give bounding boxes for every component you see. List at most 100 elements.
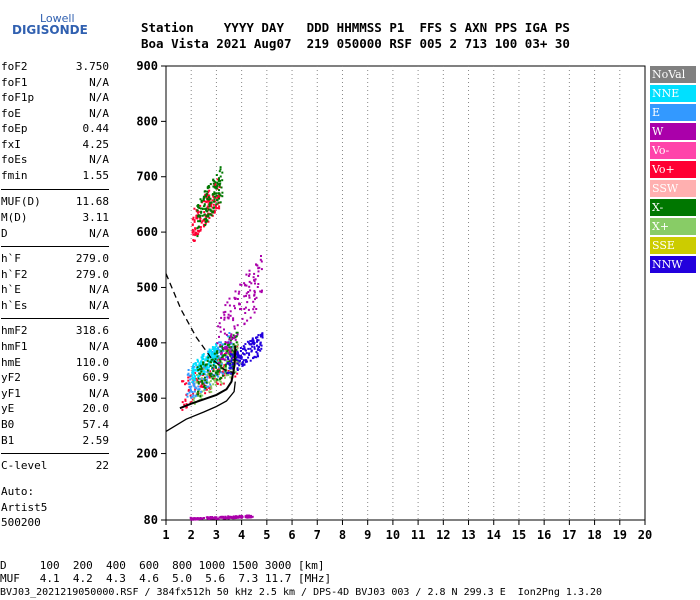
echo-point [196, 370, 199, 373]
autoscaling-version: 500200 [1, 516, 41, 529]
echo-point [215, 348, 217, 351]
echo-point [213, 186, 216, 189]
echo-point [202, 363, 205, 366]
echo-point [242, 347, 244, 350]
param-name: fmin [1, 169, 28, 182]
echo-point [221, 179, 224, 182]
echo-point [216, 182, 219, 185]
echo-point [207, 350, 210, 353]
echo-point [216, 355, 219, 358]
param-value: 3.750 [75, 60, 109, 73]
echo-point [212, 368, 215, 371]
echo-point [208, 517, 211, 520]
x-tick-label: 14 [487, 528, 501, 542]
echo-point [219, 345, 222, 348]
echo-point [215, 357, 218, 360]
echo-point [209, 183, 212, 186]
echo-point [216, 178, 219, 181]
echo-point [197, 206, 200, 209]
echo-point [204, 365, 207, 368]
echo-point [184, 398, 187, 401]
echo-point [229, 334, 232, 337]
echo-point [260, 333, 263, 336]
echo-point [213, 192, 216, 195]
echo-point [220, 377, 223, 379]
x-tick-label: 13 [461, 528, 475, 542]
echo-point [234, 307, 236, 310]
echo-point [227, 335, 230, 338]
echo-point [222, 358, 225, 360]
echo-point [224, 363, 227, 366]
echo-point [235, 349, 238, 352]
echo-point [232, 355, 235, 358]
echo-point [196, 374, 198, 376]
echo-point [214, 365, 217, 368]
echo-point [196, 358, 199, 361]
echo-point [201, 358, 204, 361]
param-name: foEs [1, 153, 28, 166]
echo-point [229, 367, 231, 370]
echo-point [188, 374, 191, 377]
echo-point [215, 344, 218, 347]
echo-point [218, 335, 220, 338]
echo-point [260, 291, 263, 294]
echo-point [219, 344, 222, 347]
echo-point [218, 177, 220, 180]
echo-point [218, 178, 220, 181]
echo-point [208, 366, 210, 369]
echo-point [236, 298, 239, 300]
echo-point [206, 368, 209, 371]
echo-point [197, 382, 200, 385]
echo-point [205, 215, 208, 218]
y-tick-label: 300 [136, 391, 158, 405]
echo-point [257, 267, 260, 270]
echo-point [211, 214, 214, 217]
echo-point [198, 369, 201, 372]
echo-point [210, 358, 213, 361]
echo-point [185, 406, 188, 409]
echo-point [199, 361, 202, 364]
legend-item: X+ [650, 218, 696, 235]
echo-point [195, 367, 198, 370]
param-separator [1, 453, 109, 454]
echo-point [218, 379, 221, 382]
echo-point [243, 282, 246, 285]
echo-point [207, 385, 210, 388]
echo-point [238, 356, 240, 359]
dashed-profile-curve [165, 273, 236, 374]
echo-point [228, 304, 231, 307]
echo-point [208, 217, 211, 219]
echo-point [232, 363, 235, 366]
param-value: N/A [89, 107, 109, 120]
param-name: yF2 [1, 371, 21, 384]
param-row: h`F 279.0 [1, 252, 109, 266]
echo-point [207, 354, 210, 357]
legend-item: W [650, 123, 696, 140]
param-value: 60.9 [82, 371, 110, 384]
echo-point [213, 200, 215, 203]
echo-point [217, 346, 220, 349]
param-name: h`Es [1, 299, 28, 312]
echo-point [203, 385, 206, 388]
echo-point [187, 382, 190, 385]
echo-point [253, 347, 256, 350]
echo-point [224, 304, 227, 307]
echo-point [202, 195, 205, 198]
echo-point [216, 378, 219, 381]
echo-point [258, 346, 260, 348]
echo-point [209, 349, 212, 352]
echo-point [221, 348, 224, 351]
echo-point [211, 516, 214, 518]
x-tick-label: 3 [213, 528, 220, 542]
echo-point [257, 348, 260, 351]
echo-point [226, 347, 229, 349]
echo-point [218, 195, 221, 198]
echo-point [208, 361, 211, 363]
echo-point [251, 337, 254, 340]
echo-point [260, 268, 263, 271]
echo-point [219, 383, 222, 386]
echo-point [237, 359, 240, 362]
echo-point [256, 339, 259, 341]
echo-point [200, 380, 203, 382]
echo-point [254, 298, 256, 301]
